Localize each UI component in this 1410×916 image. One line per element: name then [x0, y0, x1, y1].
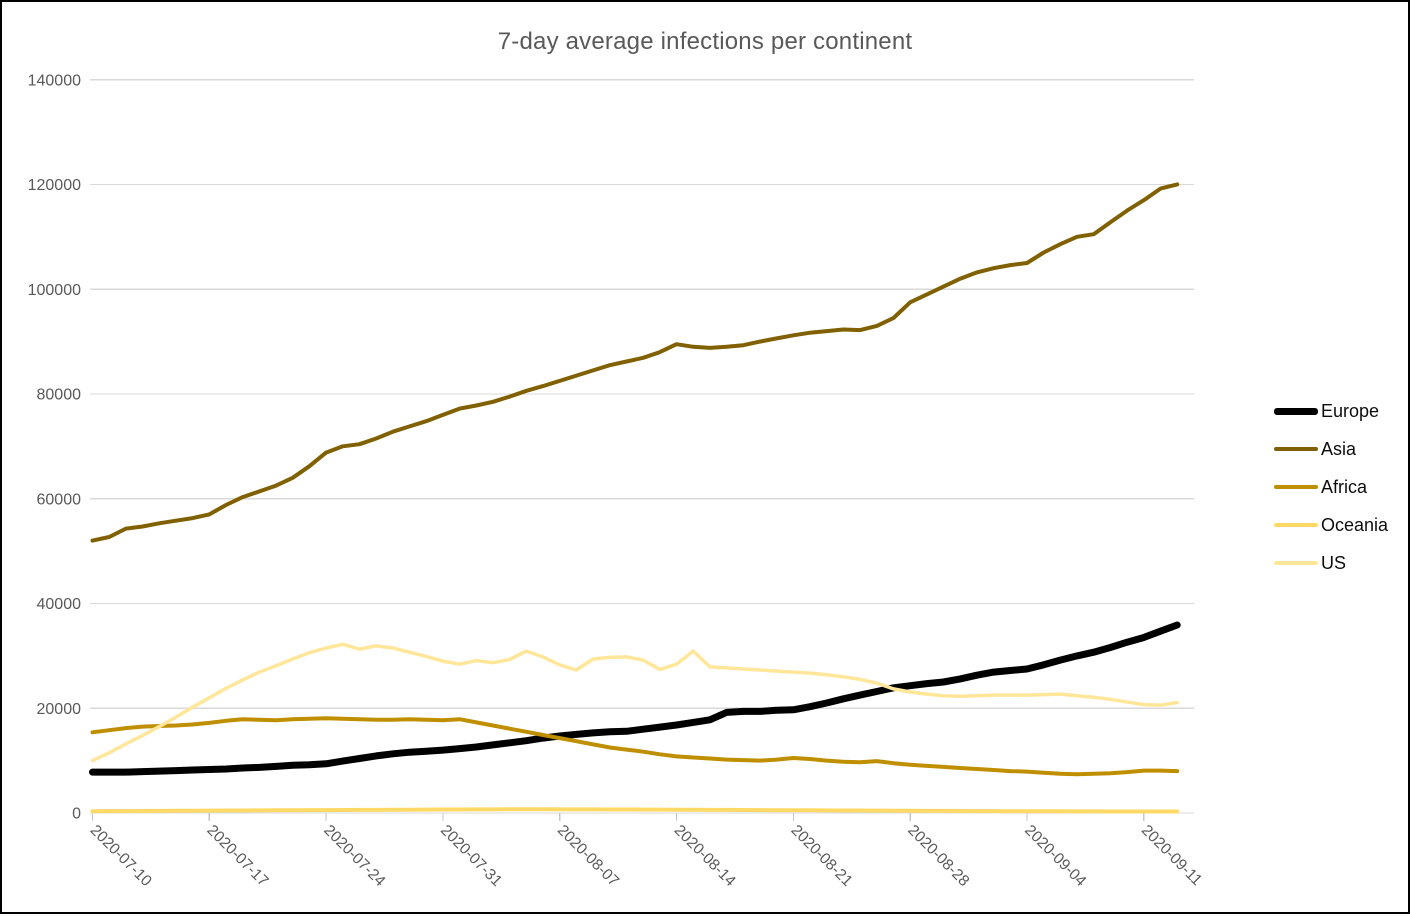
- y-axis-label: 100000: [28, 282, 81, 299]
- legend-swatch-europe: [1274, 407, 1318, 415]
- y-axis-label: 60000: [37, 491, 82, 508]
- y-axis-label: 140000: [28, 72, 81, 89]
- legend-swatch-oceania: [1274, 523, 1318, 527]
- x-axis-label: 2020-08-07: [554, 822, 622, 890]
- legend-label-oceania: Oceania: [1321, 514, 1389, 535]
- legend-label-europe: Europe: [1321, 400, 1380, 421]
- legend: Europe Asia Africa Oceania US: [1274, 392, 1388, 582]
- legend-swatch-asia: [1274, 447, 1318, 451]
- legend-swatch-us: [1274, 561, 1318, 565]
- y-axis-label: 80000: [37, 387, 82, 404]
- x-axis-label: 2020-07-31: [437, 822, 505, 890]
- legend-label-asia: Asia: [1321, 438, 1357, 459]
- legend-label-africa: Africa: [1321, 476, 1368, 497]
- x-axis-label: 2020-09-04: [1021, 822, 1089, 890]
- series-line-europe: [89, 621, 1181, 776]
- legend-label-us: US: [1321, 552, 1347, 573]
- legend-swatch-africa: [1274, 485, 1318, 489]
- series-line-africa: [90, 716, 1180, 777]
- x-axis-label: 2020-08-21: [788, 822, 856, 890]
- x-axis-label: 2020-07-24: [320, 822, 388, 890]
- y-axis-label: 40000: [37, 596, 82, 613]
- y-axis-label: 20000: [37, 701, 82, 718]
- x-axis-label: 2020-07-10: [87, 822, 155, 890]
- legend-item-africa: Africa: [1274, 468, 1388, 506]
- x-axis-label: 2020-08-14: [671, 822, 739, 890]
- series-line-us: [90, 642, 1179, 763]
- x-axis-label: 2020-09-11: [1138, 822, 1205, 889]
- legend-item-oceania: Oceania: [1274, 506, 1388, 544]
- legend-item-europe: Europe: [1274, 392, 1388, 430]
- x-axis-label: 2020-08-28: [904, 822, 972, 890]
- y-axis-label: 0: [72, 806, 81, 823]
- chart-title: 7-day average infections per continent: [497, 28, 913, 55]
- x-axis-label: 2020-07-17: [203, 822, 271, 890]
- y-axis-label: 120000: [28, 177, 81, 194]
- series-line-asia: [90, 182, 1180, 543]
- legend-item-us: US: [1274, 544, 1388, 582]
- legend-item-asia: Asia: [1274, 430, 1388, 468]
- series-line-oceania: [90, 807, 1180, 814]
